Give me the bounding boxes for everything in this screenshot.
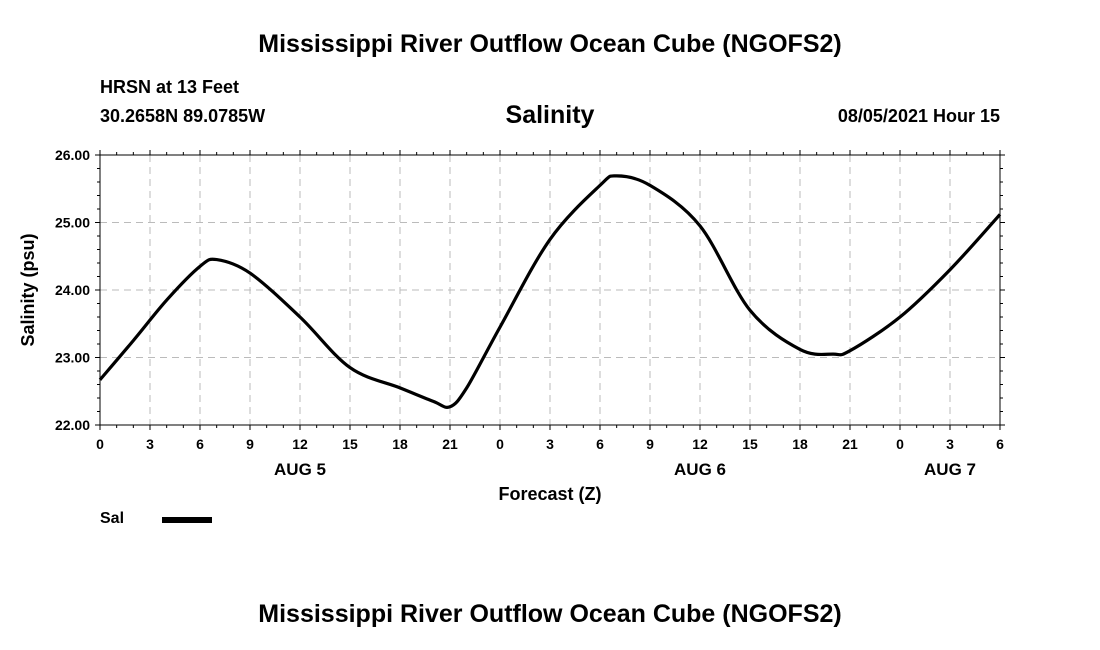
- day-label: AUG 7: [924, 460, 976, 479]
- x-tick-label: 3: [146, 436, 154, 452]
- x-tick-label: 21: [442, 436, 458, 452]
- x-tick-label: 6: [996, 436, 1004, 452]
- coordinates-label: 30.2658N 89.0785W: [100, 106, 266, 126]
- x-tick-label: 9: [246, 436, 254, 452]
- plot-frame: [99, 154, 1001, 426]
- day-label: AUG 6: [674, 460, 726, 479]
- x-tick-label: 12: [292, 436, 308, 452]
- x-tick-label: 15: [742, 436, 758, 452]
- x-tick-label: 18: [392, 436, 408, 452]
- day-labels: AUG 5 AUG 6 AUG 7: [274, 460, 976, 479]
- x-tick-label: 21: [842, 436, 858, 452]
- y-axis-label: Salinity (psu): [18, 233, 38, 346]
- x-tick-label: 6: [196, 436, 204, 452]
- station-label: HRSN at 13 Feet: [100, 77, 240, 97]
- x-tick-label: 12: [692, 436, 708, 452]
- series-line-sal: [98, 174, 1002, 409]
- forecast-datetime: 08/05/2021 Hour 15: [837, 106, 1000, 126]
- x-tick-label: 3: [546, 436, 554, 452]
- x-tick-label: 0: [896, 436, 904, 452]
- x-tick-label: 18: [792, 436, 808, 452]
- legend-swatch-sal: [162, 517, 212, 523]
- x-tick-label: 15: [342, 436, 358, 452]
- x-tick-labels: 0 3 6 9 12 15 18 21 0 3 6 9 12 15 18 21 0 3 6: [96, 436, 1004, 452]
- y-tick-label: 26.00: [55, 147, 90, 163]
- x-tick-label: 3: [946, 436, 954, 452]
- footer-title: Mississippi River Outflow Ocean Cube (NG…: [258, 600, 842, 628]
- day-label: AUG 5: [274, 460, 326, 479]
- y-tick-labels: 22.00 23.00 24.00 25.00 26.00: [55, 147, 90, 433]
- y-tick-label: 24.00: [55, 282, 90, 298]
- chart-title: Salinity: [505, 101, 595, 129]
- grid-lines: [100, 155, 1000, 425]
- legend-label-sal: Sal: [100, 510, 125, 527]
- y-tick-label: 23.00: [55, 350, 90, 366]
- x-tick-label: 6: [596, 436, 604, 452]
- main-title: Mississippi River Outflow Ocean Cube (NG…: [258, 30, 842, 58]
- series-layer: [98, 174, 1002, 409]
- y-tick-label: 22.00: [55, 417, 90, 433]
- x-tick-label: 0: [496, 436, 504, 452]
- x-axis-label: Forecast (Z): [498, 484, 601, 504]
- y-tick-label: 25.00: [55, 215, 90, 231]
- x-tick-label: 9: [646, 436, 654, 452]
- x-tick-label: 0: [96, 436, 104, 452]
